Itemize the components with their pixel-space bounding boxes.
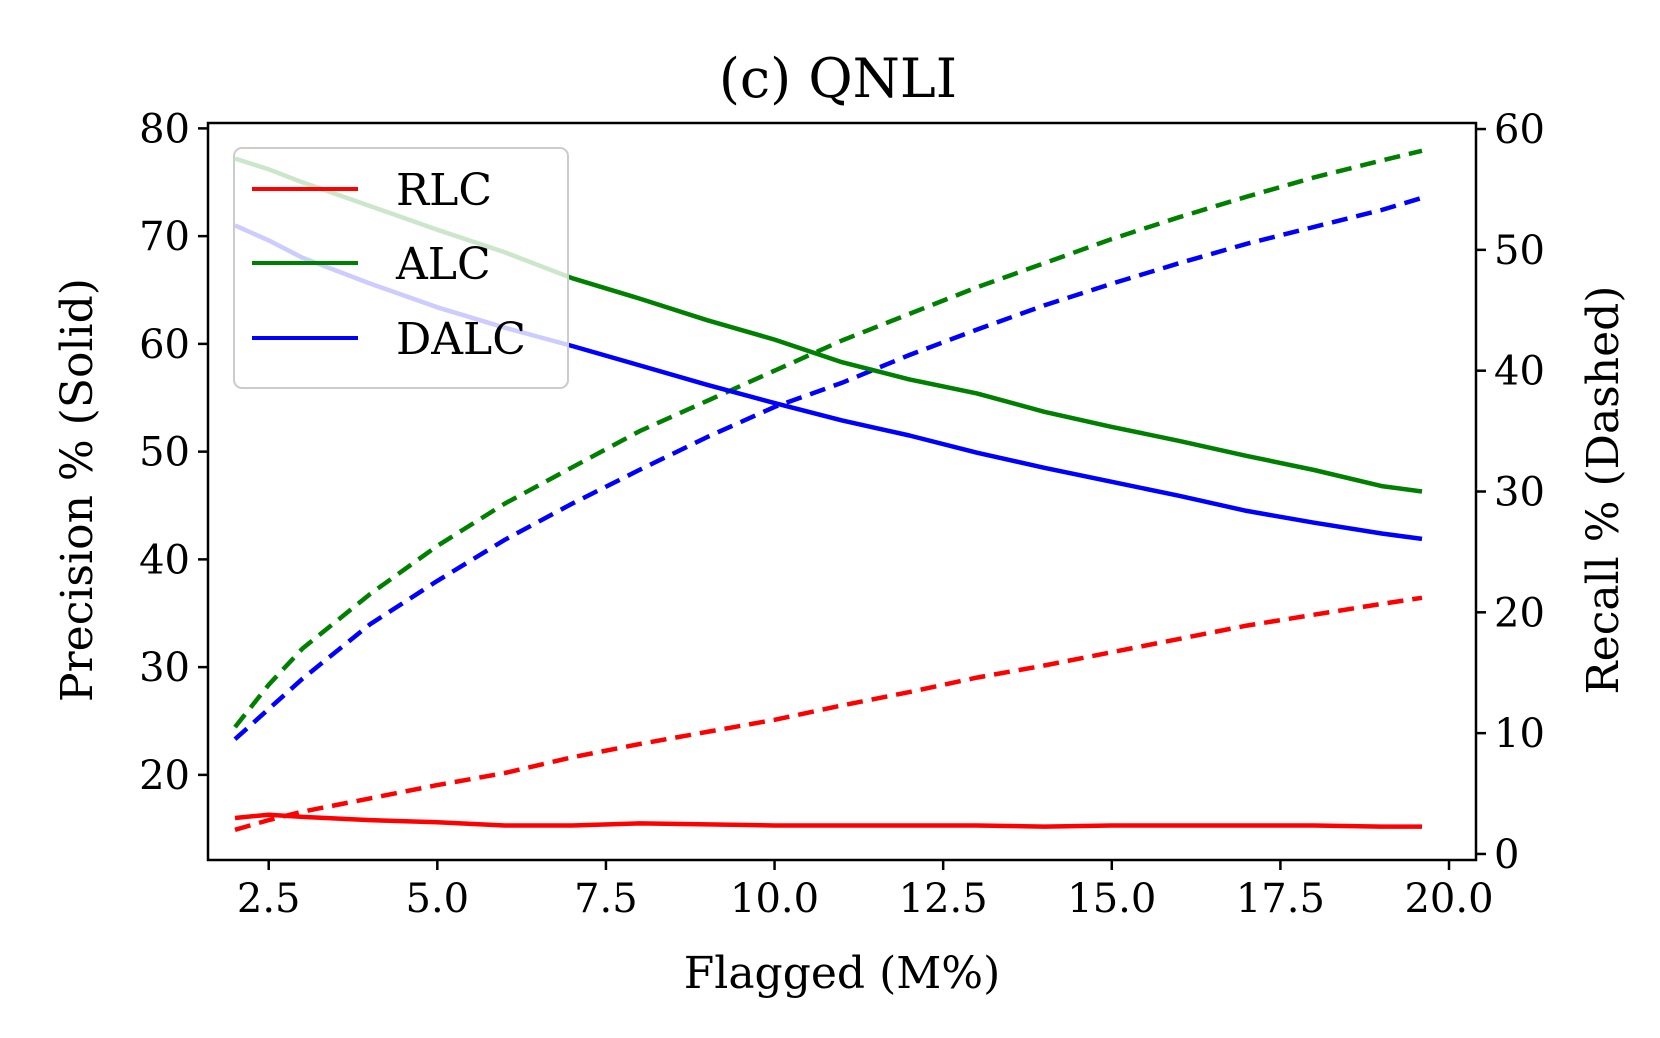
- x-tick-label: 20.0: [1404, 876, 1493, 922]
- legend: RLC ALC DALC: [233, 147, 569, 389]
- left-y-tick-label: 70: [139, 214, 190, 260]
- x-axis-label: Flagged (M%): [684, 948, 1001, 999]
- left-y-tick-label: 60: [139, 322, 190, 368]
- left-y-tick-label: 20: [139, 753, 190, 799]
- left-y-tick-label: 50: [139, 430, 190, 476]
- right-y-tick-label: 50: [1494, 228, 1545, 274]
- right-y-tick-label: 40: [1494, 349, 1545, 395]
- x-tick-label: 17.5: [1236, 876, 1325, 922]
- recall-line-alc: [233, 148, 1423, 729]
- left-y-tick-label: 30: [139, 645, 190, 691]
- precision-line-rlc: [234, 812, 1422, 829]
- right-y-tick-label: 10: [1494, 711, 1545, 757]
- legend-label-rlc: RLC: [396, 165, 492, 216]
- left-y-tick-label: 80: [139, 106, 190, 152]
- left-y-tick-label: 40: [139, 537, 190, 583]
- x-tick-label: 2.5: [237, 876, 301, 922]
- x-tick-label: 7.5: [574, 876, 638, 922]
- x-tick-label: 15.0: [1067, 876, 1156, 922]
- legend-label-dalc: DALC: [396, 314, 526, 365]
- recall-line-rlc: [234, 595, 1423, 832]
- right-y-tick-label: 20: [1494, 590, 1545, 636]
- x-tick-label: 10.0: [730, 876, 819, 922]
- right-y-axis-ticks: 0 10 20 30 40 50 60: [1476, 107, 1545, 878]
- right-y-tick-label: 60: [1494, 107, 1545, 153]
- legend-box: [233, 147, 569, 389]
- x-tick-label: 5.0: [406, 876, 470, 922]
- x-axis-ticks: 2.5 5.0 7.5 10.0 12.5 15.0 17.5 20.0: [237, 860, 1494, 922]
- right-y-tick-label: 30: [1494, 470, 1545, 516]
- legend-label-alc: ALC: [395, 239, 491, 290]
- right-y-axis-label: Recall % (Dashed): [1578, 286, 1629, 695]
- left-y-axis-label: Precision % (Solid): [52, 278, 103, 702]
- recall-line-dalc: [233, 195, 1423, 741]
- chart-title: (c) QNLI: [719, 47, 957, 110]
- right-y-tick-label: 0: [1494, 832, 1519, 878]
- x-tick-label: 12.5: [899, 876, 988, 922]
- left-y-axis-ticks: 20 30 40 50 60 70 80: [139, 106, 208, 799]
